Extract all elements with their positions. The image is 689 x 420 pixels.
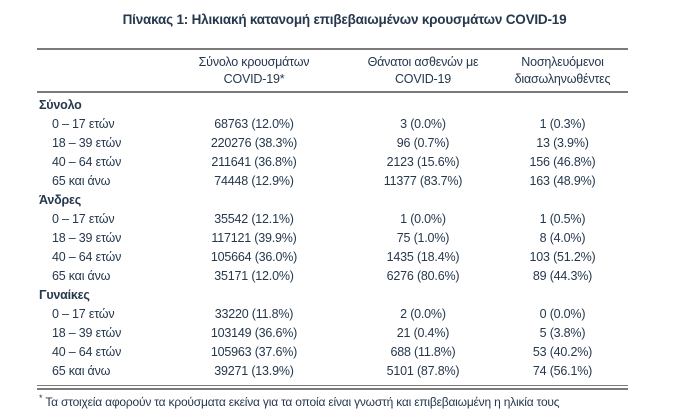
deaths-value: 1 (0.0%) <box>400 212 446 226</box>
deaths-value: 11377 (83.7%) <box>383 174 463 188</box>
age-group-label: 40 – 64 ετών <box>52 345 122 359</box>
deaths-value: 21 (0.4%) <box>396 326 450 340</box>
age-group-label: 40 – 64 ετών <box>52 250 122 264</box>
intubated-value: 1 (0.5%) <box>539 212 586 226</box>
deaths-value: 75 (1.0%) <box>396 231 450 245</box>
footnote-marker: * <box>39 393 43 403</box>
table-row: 0 – 17 ετών 68763 (12.0%) 3 (0.0%) 1 (0.3%) <box>37 115 628 134</box>
deaths-value: 5101 (87.8%) <box>386 364 460 378</box>
empty-cell <box>349 286 497 305</box>
table-body: Σύνολο 0 – 17 ετών 68763 (12.0%) 3 (0.0%) 1 … <box>37 93 628 385</box>
deaths-value: 1435 (18.4%) <box>386 250 460 264</box>
empty-cell <box>159 191 349 210</box>
table-row: 18 – 39 ετών 220276 (38.3%) 96 (0.7%) 13 (3… <box>37 134 628 153</box>
table-row: 0 – 17 ετών 33220 (11.8%) 2 (0.0%) 0 (0.0%) <box>37 305 628 324</box>
age-group-label: 65 και άνω <box>52 269 111 283</box>
table-footnote: * Τα στοιχεία αφορούν τα κρούσματα εκείνα… <box>37 393 628 409</box>
deaths-value: 6276 (80.6%) <box>386 269 460 283</box>
age-group-label: 65 και άνω <box>52 174 111 188</box>
age-group-label: 65 και άνω <box>52 364 111 378</box>
cases-value: 33220 (11.8%) <box>214 307 294 321</box>
intubated-value: 53 (40.2%) <box>532 345 593 359</box>
empty-cell <box>497 96 628 115</box>
section-row: Σύνολο <box>37 96 628 115</box>
table-row: 40 – 64 ετών 211641 (36.8%) 2123 (15.6%) 15… <box>37 153 628 172</box>
table-row: 40 – 64 ετών 105963 (37.6%) 688 (11.8%) 53 … <box>37 343 628 362</box>
deaths-value: 2123 (15.6%) <box>386 155 460 169</box>
empty-cell <box>159 96 349 115</box>
cases-value: 211641 (36.8%) <box>211 155 297 169</box>
column-header-deaths-line2: COVID-19 <box>394 71 452 86</box>
section-row: Άνδρες <box>37 191 628 210</box>
intubated-value: 1 (0.3%) <box>539 117 586 131</box>
intubated-value: 103 (51.2%) <box>529 250 596 264</box>
cases-value: 105963 (37.6%) <box>210 345 298 359</box>
intubated-value: 163 (48.9%) <box>529 174 596 188</box>
intubated-value: 156 (46.8%) <box>529 155 596 169</box>
section-label: Γυναίκες <box>39 288 90 302</box>
age-group-label: 0 – 17 ετών <box>52 307 115 321</box>
column-header-intubated: Νοσηλευόμενοι διασωληνωθέντες <box>497 54 628 88</box>
age-group-label: 18 – 39 ετών <box>52 326 122 340</box>
cases-value: 35542 (12.1%) <box>214 212 294 226</box>
cases-value: 103149 (36.6%) <box>210 326 298 340</box>
intubated-value: 8 (4.0%) <box>539 231 586 245</box>
table-bottom-rule <box>37 385 628 390</box>
age-group-label: 18 – 39 ετών <box>52 136 122 150</box>
table-row: 65 και άνω 74448 (12.9%) 11377 (83.7%) 163 … <box>37 172 628 191</box>
cases-value: 35171 (12.0%) <box>214 269 294 283</box>
column-header-cases-line1: Σύνολο κρουσμάτων <box>198 54 310 69</box>
table-row: 65 και άνω 35171 (12.0%) 6276 (80.6%) 89 (4… <box>37 267 628 286</box>
column-header-cases: Σύνολο κρουσμάτων COVID-19* <box>159 54 349 88</box>
intubated-value: 0 (0.0%) <box>539 307 586 321</box>
empty-cell <box>349 96 497 115</box>
empty-cell <box>497 191 628 210</box>
cases-value: 220276 (38.3%) <box>210 136 298 150</box>
column-header-intubated-line1: Νοσηλευόμενοι <box>521 54 604 69</box>
table-row: 18 – 39 ετών 103149 (36.6%) 21 (0.4%) 5 (3.… <box>37 324 628 343</box>
cases-value: 117121 (39.9%) <box>211 231 297 245</box>
footnote-text: Τα στοιχεία αφορούν τα κρούσματα εκείνα … <box>45 395 560 409</box>
column-header-intubated-line2: διασωληνωθέντες <box>514 71 611 86</box>
deaths-value: 96 (0.7%) <box>396 136 450 150</box>
cases-value: 105664 (36.0%) <box>210 250 298 264</box>
table-title: Πίνακας 1: Ηλικιακή κατανομή επιβεβαιωμέ… <box>122 12 567 27</box>
column-header-cases-line2: COVID-19* <box>223 71 285 86</box>
table-header-row: Σύνολο κρουσμάτων COVID-19* Θάνατοι ασθε… <box>37 48 628 93</box>
empty-cell <box>497 286 628 305</box>
intubated-value: 74 (56.1%) <box>532 364 593 378</box>
column-header-deaths: Θάνατοι ασθενών με COVID-19 <box>349 54 497 88</box>
section-row: Γυναίκες <box>37 286 628 305</box>
age-group-label: 0 – 17 ετών <box>52 212 115 226</box>
table-row: 18 – 39 ετών 117121 (39.9%) 75 (1.0%) 8 (4.… <box>37 229 628 248</box>
empty-cell <box>159 286 349 305</box>
section-label: Άνδρες <box>39 193 82 207</box>
age-group-label: 18 – 39 ετών <box>52 231 122 245</box>
deaths-value: 688 (11.8%) <box>390 345 456 359</box>
cases-value: 39271 (13.9%) <box>214 364 294 378</box>
age-group-label: 0 – 17 ετών <box>52 117 115 131</box>
deaths-value: 3 (0.0%) <box>400 117 446 131</box>
deaths-value: 2 (0.0%) <box>400 307 446 321</box>
section-label: Σύνολο <box>39 98 82 112</box>
intubated-value: 13 (3.9%) <box>536 136 589 150</box>
column-header-deaths-line1: Θάνατοι ασθενών με <box>367 54 479 69</box>
age-group-label: 40 – 64 ετών <box>52 155 122 169</box>
cases-value: 74448 (12.9%) <box>214 174 294 188</box>
table-row: 40 – 64 ετών 105664 (36.0%) 1435 (18.4%) 10… <box>37 248 628 267</box>
data-table: Σύνολο κρουσμάτων COVID-19* Θάνατοι ασθε… <box>37 48 628 409</box>
empty-cell <box>349 191 497 210</box>
table-row: 65 και άνω 39271 (13.9%) 5101 (87.8%) 74 (5… <box>37 362 628 381</box>
intubated-value: 5 (3.8%) <box>539 326 586 340</box>
table-row: 0 – 17 ετών 35542 (12.1%) 1 (0.0%) 1 (0.5%) <box>37 210 628 229</box>
intubated-value: 89 (44.3%) <box>532 269 593 283</box>
cases-value: 68763 (12.0%) <box>214 117 294 131</box>
